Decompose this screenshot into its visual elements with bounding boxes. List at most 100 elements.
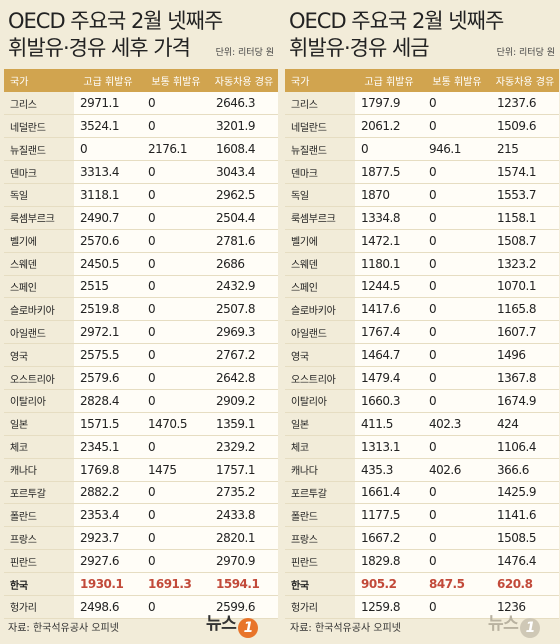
value-cell: 0 <box>142 526 210 551</box>
country-cell: 독일 <box>285 183 355 207</box>
value-cell: 0 <box>355 137 423 162</box>
value-cell: 1313.1 <box>355 435 423 459</box>
country-cell: 오스트리아 <box>4 366 74 390</box>
country-cell: 스페인 <box>4 275 74 299</box>
value-cell: 1259.8 <box>355 595 423 619</box>
value-cell: 2962.5 <box>210 183 278 207</box>
table-row: 슬로바키아 1417.6 0 1165.8 <box>285 297 559 322</box>
table-row: 일본 1571.5 1470.5 1359.1 <box>4 412 278 436</box>
value-cell: 1472.1 <box>355 229 423 253</box>
value-cell: 1608.4 <box>210 137 278 162</box>
value-cell: 0 <box>423 320 491 345</box>
value-cell: 1691.3 <box>142 572 210 596</box>
column-header: 보통 휘발유 <box>423 69 491 92</box>
value-cell: 402.6 <box>423 458 491 482</box>
value-cell: 1141.6 <box>491 503 559 528</box>
value-cell: 1769.8 <box>74 458 142 482</box>
table-row: 그리스 2971.1 0 2646.3 <box>4 91 278 116</box>
value-cell: 2507.8 <box>210 297 278 322</box>
unit-label: 단위: 리터당 원 <box>496 48 555 58</box>
value-cell: 0 <box>423 160 491 184</box>
table-row: 영국 2575.5 0 2767.2 <box>4 343 278 368</box>
value-cell: 1571.5 <box>74 412 142 436</box>
value-cell: 2515 <box>74 275 142 299</box>
value-cell: 1757.1 <box>210 458 278 482</box>
table-row: 체코 1313.1 0 1106.4 <box>285 435 559 459</box>
country-cell: 체코 <box>4 435 74 459</box>
country-cell: 벨기에 <box>4 229 74 253</box>
value-cell: 424 <box>491 412 559 436</box>
tax-panel: OECD 주요국 2월 넷째주 휘발유·경유 세금 단위: 리터당 원 국가 고급… <box>285 0 559 619</box>
value-cell: 1106.4 <box>491 435 559 459</box>
value-cell: 1165.8 <box>491 297 559 322</box>
table-row: 헝가리 2498.6 0 2599.6 <box>4 595 278 619</box>
value-cell: 1177.5 <box>355 503 423 528</box>
table-row: 핀란드 1829.8 0 1476.4 <box>285 549 559 574</box>
value-cell: 1930.1 <box>74 572 142 596</box>
value-cell: 2923.7 <box>74 526 142 551</box>
country-cell: 한국 <box>285 572 355 596</box>
value-cell: 2646.3 <box>210 91 278 116</box>
value-cell: 1367.8 <box>491 366 559 390</box>
value-cell: 2433.8 <box>210 503 278 528</box>
table-row: 벨기에 1472.1 0 1508.7 <box>285 229 559 253</box>
value-cell: 0 <box>423 366 491 390</box>
country-cell: 한국 <box>4 572 74 596</box>
country-cell: 영국 <box>4 343 74 368</box>
source-note: 자료: 한국석유공사 오피넷 <box>8 623 119 634</box>
source-note: 자료: 한국석유공사 오피넷 <box>290 623 401 634</box>
table-row: 뉴질랜드 0 946.1 215 <box>285 137 559 162</box>
country-cell: 이탈리아 <box>4 389 74 413</box>
column-header: 고급 휘발유 <box>74 69 142 92</box>
panel-subtitle: 휘발유·경유 세후 가격 <box>8 36 191 60</box>
value-cell: 1244.5 <box>355 275 423 299</box>
value-cell: 2599.6 <box>210 595 278 619</box>
table-row: 벨기에 2570.6 0 2781.6 <box>4 229 278 253</box>
value-cell: 0 <box>142 183 210 207</box>
value-cell: 0 <box>142 229 210 253</box>
country-cell: 슬로바키아 <box>285 297 355 322</box>
table-row: 폴란드 2353.4 0 2433.8 <box>4 503 278 528</box>
table-row: 뉴질랜드 0 2176.1 1608.4 <box>4 137 278 162</box>
value-cell: 0 <box>142 366 210 390</box>
value-cell: 2686 <box>210 252 278 276</box>
value-cell: 1660.3 <box>355 389 423 413</box>
table-row: 룩셈부르크 1334.8 0 1158.1 <box>285 206 559 230</box>
value-cell: 2490.7 <box>74 206 142 230</box>
value-cell: 0 <box>142 595 210 619</box>
table-row: 한국 905.2 847.5 620.8 <box>285 572 559 596</box>
value-cell: 0 <box>423 595 491 619</box>
value-cell: 2767.2 <box>210 343 278 368</box>
country-cell: 폴란드 <box>285 503 355 528</box>
value-cell: 2970.9 <box>210 549 278 574</box>
value-cell: 2176.1 <box>142 137 210 162</box>
value-cell: 1509.6 <box>491 114 559 139</box>
value-cell: 2971.1 <box>74 91 142 116</box>
value-cell: 411.5 <box>355 412 423 436</box>
value-cell: 2820.1 <box>210 526 278 551</box>
value-cell: 2329.2 <box>210 435 278 459</box>
table-header-row: 국가 고급 휘발유 보통 휘발유 자동차용 경유 <box>4 69 278 92</box>
logo-text: 뉴스 <box>488 614 519 634</box>
value-cell: 946.1 <box>423 137 491 162</box>
table-row: 핀란드 2927.6 0 2970.9 <box>4 549 278 574</box>
logo-mark-icon: 1 <box>520 618 541 638</box>
value-cell: 402.3 <box>423 412 491 436</box>
value-cell: 1359.1 <box>210 412 278 436</box>
value-cell: 1496 <box>491 343 559 368</box>
value-cell: 1797.9 <box>355 91 423 116</box>
country-cell: 캐나다 <box>4 458 74 482</box>
value-cell: 905.2 <box>355 572 423 596</box>
country-cell: 스웨덴 <box>285 252 355 276</box>
table-row: 스페인 2515 0 2432.9 <box>4 275 278 299</box>
value-cell: 1470.5 <box>142 412 210 436</box>
country-cell: 오스트리아 <box>285 366 355 390</box>
value-cell: 2504.4 <box>210 206 278 230</box>
table-row: 네덜란드 2061.2 0 1509.6 <box>285 114 559 139</box>
value-cell: 1323.2 <box>491 252 559 276</box>
value-cell: 2927.6 <box>74 549 142 574</box>
value-cell: 0 <box>142 435 210 459</box>
table-row: 캐나다 1769.8 1475 1757.1 <box>4 458 278 482</box>
table-row: 아일랜드 1767.4 0 1607.7 <box>285 320 559 345</box>
value-cell: 3118.1 <box>74 183 142 207</box>
